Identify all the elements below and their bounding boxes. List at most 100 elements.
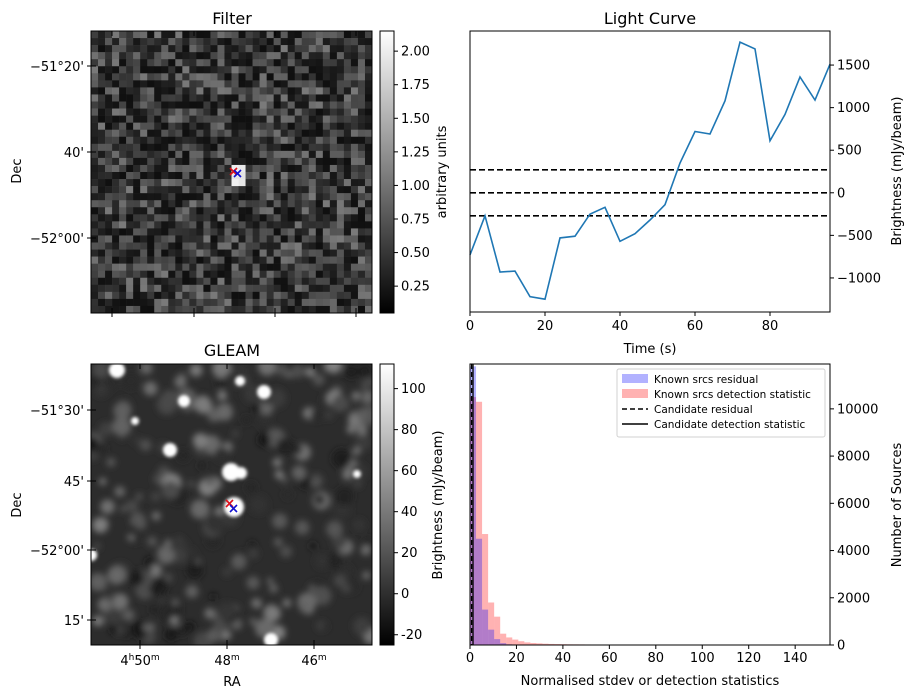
histogram-bar: [476, 538, 483, 645]
gleam-ra-label: RA: [223, 675, 241, 690]
gleam-ra-tick-2: 46m: [301, 653, 326, 669]
light-curve-frame: [469, 30, 831, 313]
y-tick-label: 1000: [837, 101, 870, 116]
gleam-tick-marks: [87, 364, 315, 649]
histogram-bar: [512, 639, 519, 645]
y-tick-label: 6000: [837, 497, 870, 512]
filter-dec-tick-0: −51°20': [30, 60, 84, 75]
histogram-x-ticks: 0 20 40 60 80 100 120 140: [466, 645, 808, 666]
light-curve-xlabel: Time (s): [623, 342, 677, 357]
x-tick-label: 60: [601, 651, 618, 666]
colorbar-tick-label: 1.75: [401, 78, 430, 93]
x-tick-label: 80: [762, 319, 779, 334]
histogram-legend: Known srcs residual Known srcs detection…: [616, 368, 826, 438]
histogram-bar: [488, 629, 495, 645]
histogram-frame: [469, 363, 831, 646]
gleam-ra-tick-0: 4h50m: [120, 653, 159, 669]
legend-label-3: Candidate detection statistic: [654, 419, 806, 431]
filter-dec-ticks: −51°20' 40' −52°00': [30, 60, 84, 247]
filter-tick-marks: [87, 31, 357, 317]
histogram-bar: [476, 401, 483, 645]
y-tick-label: 1500: [837, 59, 870, 74]
filter-title: Filter: [212, 9, 252, 28]
legend-swatch-detection: [622, 389, 648, 398]
light-curve-panel: Light Curve 0 20 40 60 80 −1000 −500 0 500 1000 1…: [466, 9, 905, 357]
x-tick-label: 100: [690, 651, 715, 666]
y-tick-label: 2000: [837, 591, 870, 606]
histogram-bar: [494, 616, 501, 645]
x-tick-label: 120: [736, 651, 761, 666]
x-tick-label: 140: [783, 651, 808, 666]
x-tick-label: 40: [555, 651, 572, 666]
filter-panel: Filter −51°20' 40' −52°00' Dec 0.25 0.50 0…: [10, 9, 450, 317]
colorbar-tick-label: 40: [401, 505, 418, 520]
filter-red-cross-marker: [229, 167, 238, 176]
legend-swatch-residual: [622, 374, 648, 383]
filter-colorbar-gradient: [379, 30, 395, 314]
x-tick-label: 20: [508, 651, 525, 666]
y-tick-label: 0: [837, 639, 845, 654]
colorbar-tick-label: 1.25: [401, 145, 430, 160]
light-curve-hlines: [470, 168, 830, 217]
filter-dec-tick-1: 40': [64, 146, 84, 161]
legend-label-1: Known srcs detection statistic: [654, 389, 811, 401]
x-tick-label: 0: [466, 651, 474, 666]
gleam-dec-tick-3: 15': [64, 614, 84, 629]
gleam-image: [91, 364, 372, 645]
legend-label-2: Candidate residual: [654, 404, 753, 416]
colorbar-tick-label: 60: [401, 464, 418, 479]
histogram-bar: [542, 643, 549, 645]
histogram-bar: [500, 633, 507, 645]
colorbar-tick-label: 100: [401, 382, 426, 397]
gleam-dec-tick-0: −51°30': [30, 404, 84, 419]
x-tick-label: 40: [612, 319, 629, 334]
legend-label-0: Known srcs residual: [654, 374, 758, 386]
colorbar-tick-label: 1.00: [401, 179, 430, 194]
histogram-bar: [518, 641, 525, 645]
colorbar-tick-label: 0.25: [401, 280, 430, 295]
histogram-bar: [524, 642, 531, 645]
gleam-dec-label: Dec: [10, 492, 25, 517]
gleam-dec-tick-2: −52°00': [30, 544, 84, 559]
histogram-bar: [506, 637, 513, 645]
gleam-dec-ticks: −51°30' 45' −52°00' 15': [30, 404, 84, 629]
light-curve-title: Light Curve: [604, 9, 696, 28]
colorbar-tick-label: 0.75: [401, 213, 430, 228]
filter-dec-tick-2: −52°00': [30, 232, 84, 247]
gleam-colorbar-gradient: [379, 363, 395, 646]
colorbar-tick-label: 20: [401, 546, 418, 561]
histogram-bar: [482, 609, 489, 645]
legend-box: [616, 368, 826, 438]
gleam-frame: [90, 363, 373, 646]
y-tick-label: 500: [837, 144, 862, 159]
gleam-ra-tick-1: 48m: [214, 653, 239, 669]
filter-frame: [90, 30, 373, 314]
y-tick-label: 4000: [837, 544, 870, 559]
light-curve-ylabel: Brightness (mJy/beam): [890, 97, 905, 246]
histogram-bar: [488, 602, 495, 645]
filter-colorbar: 0.25 0.50 0.75 1.00 1.25 1.50 1.75 2.00 arbitra…: [379, 30, 450, 314]
filter-image: [91, 31, 373, 314]
y-tick-label: 8000: [837, 450, 870, 465]
histogram-bar: [536, 643, 543, 645]
colorbar-tick-label: 0: [401, 587, 409, 602]
histogram-bar: [482, 534, 489, 645]
gleam-colorbar: -20 0 20 40 60 80 100 Brightness (mJy/beam): [379, 363, 446, 646]
light-curve-line: [469, 40, 831, 301]
gleam-dec-tick-1: 45': [64, 475, 84, 490]
x-tick-label: 80: [648, 651, 665, 666]
histogram-bar: [548, 643, 555, 645]
gleam-title: GLEAM: [204, 341, 260, 360]
gleam-colorbar-label: Brightness (mJy/beam): [431, 431, 446, 580]
histogram-bar: [500, 643, 507, 645]
x-tick-label: 0: [466, 319, 474, 334]
light-curve-y-ticks: −1000 −500 0 500 1000 1500: [830, 59, 881, 286]
gleam-ra-ticks: 4h50m 48m 46m: [120, 653, 326, 669]
colorbar-tick-label: 0.50: [401, 246, 430, 261]
gleam-source-markers: [225, 499, 238, 513]
filter-source-markers: [229, 167, 242, 178]
filter-dec-label: Dec: [10, 158, 25, 183]
histogram-xlabel: Normalised stdev or detection statistics: [521, 674, 780, 689]
colorbar-tick-label: -20: [401, 628, 422, 643]
